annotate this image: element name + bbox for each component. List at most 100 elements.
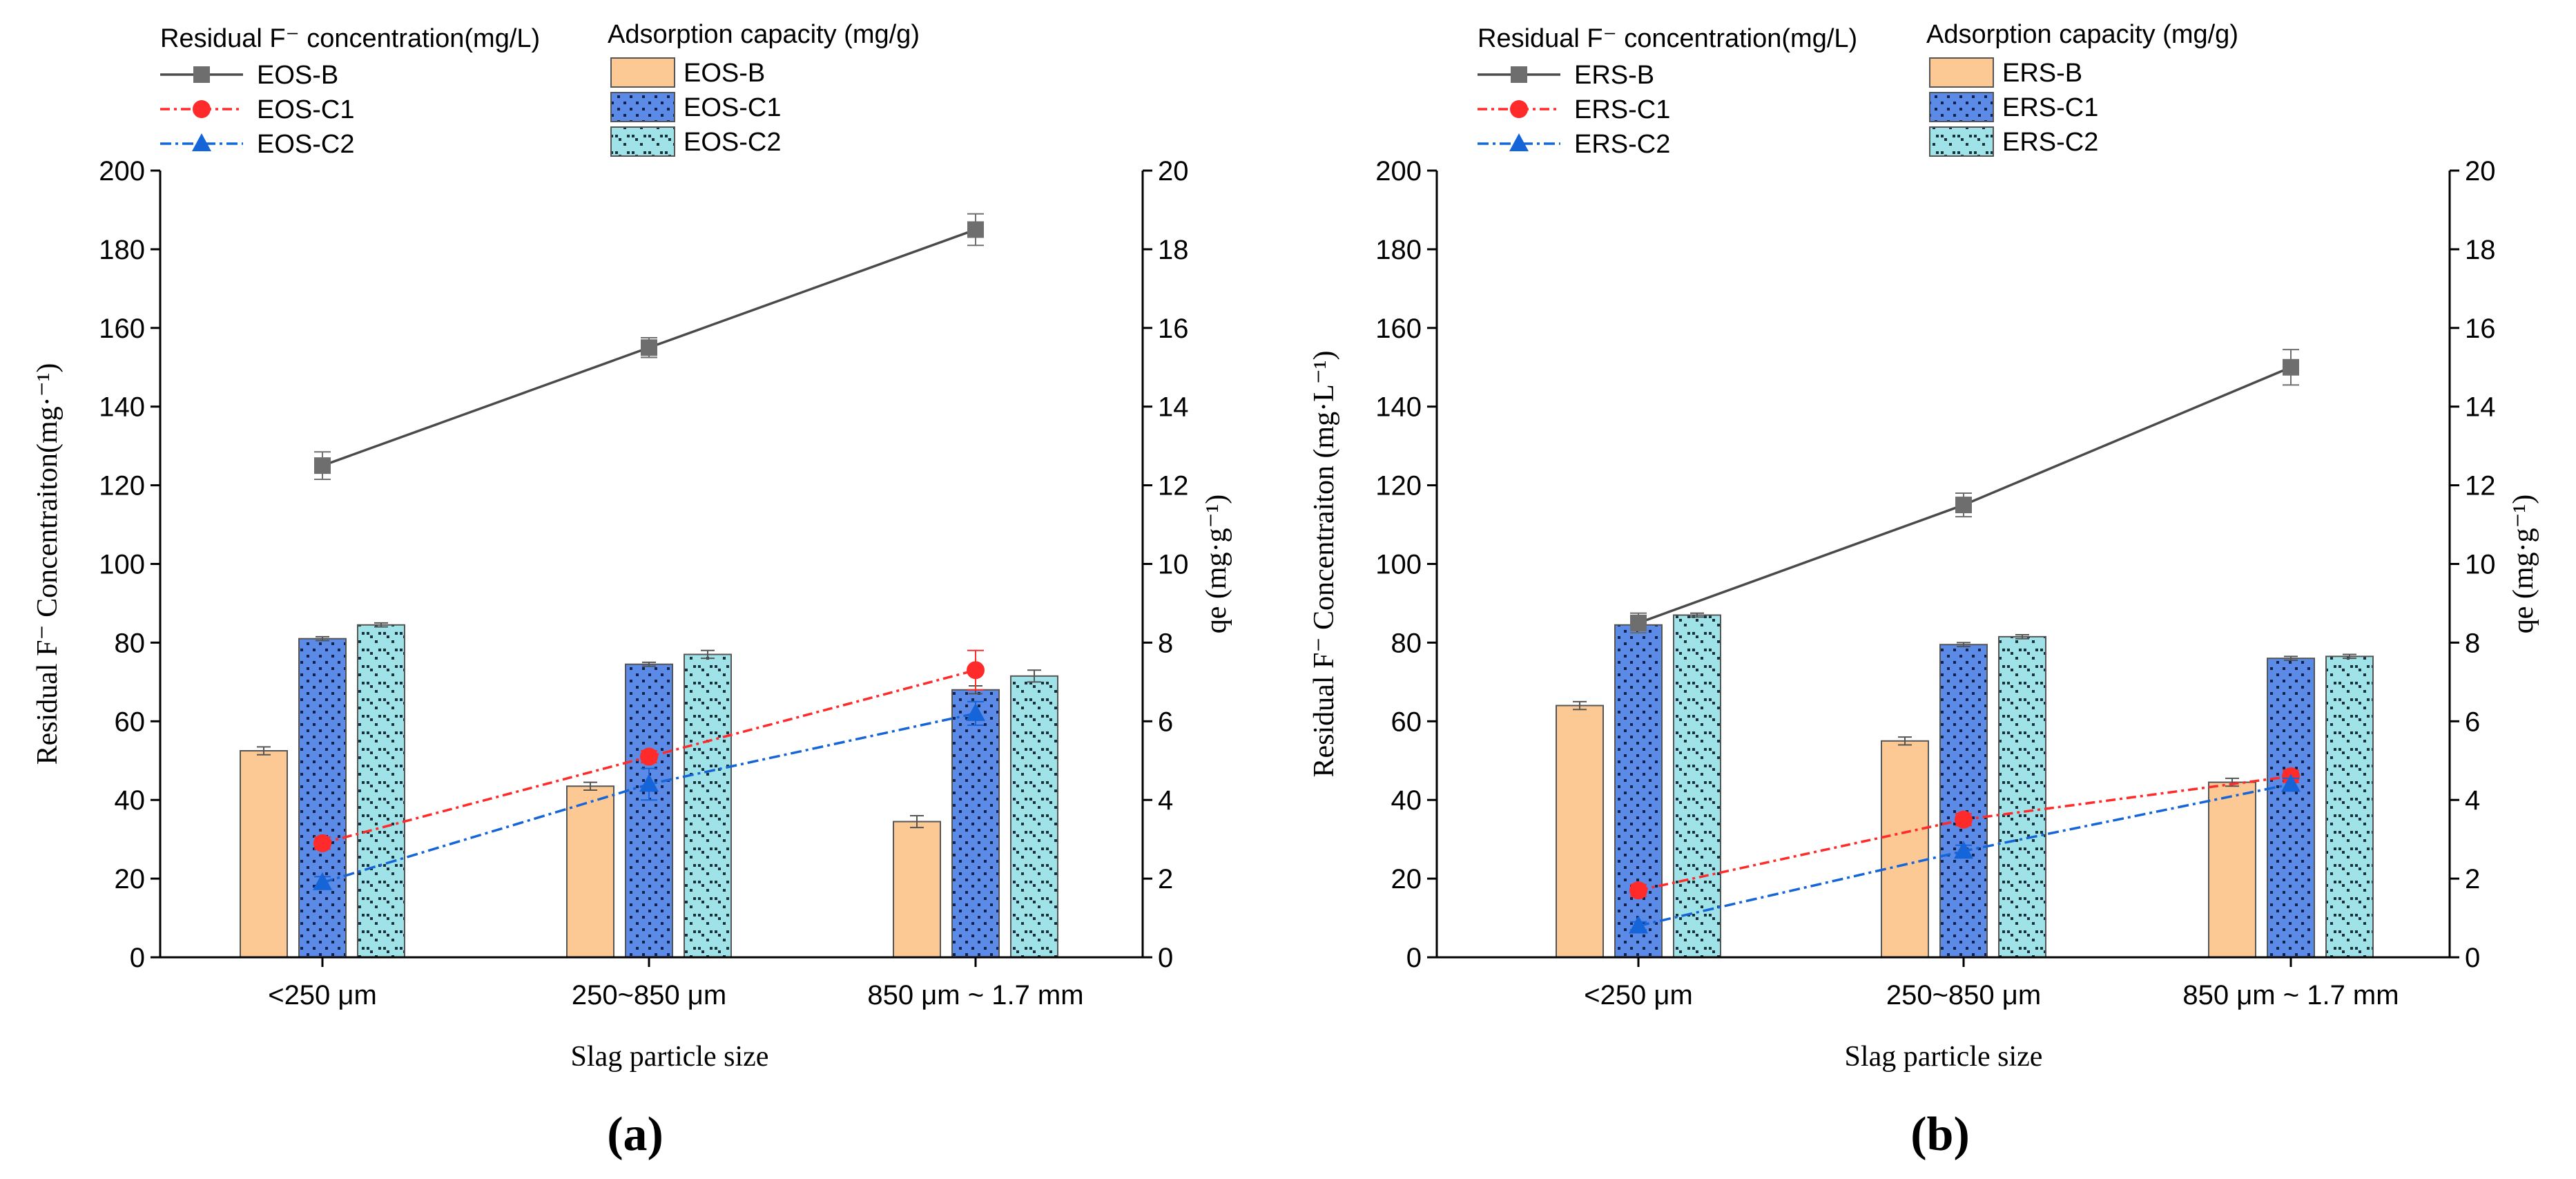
panel-caption: (b) bbox=[1910, 1108, 1970, 1161]
line-ers-b bbox=[1638, 366, 2292, 624]
left-tick-label: 100 bbox=[99, 550, 145, 580]
point-ers-c2 bbox=[1629, 915, 1648, 934]
legend: Residual F⁻ concentration(mg/L) ERS-B ERS-… bbox=[1478, 20, 2238, 159]
right-tick-label: 20 bbox=[2465, 156, 2496, 186]
legend-line-marker bbox=[1511, 66, 1527, 83]
point-eos-c2 bbox=[639, 774, 659, 792]
point-ers-b bbox=[1955, 497, 1972, 514]
bar-ers-c2 bbox=[1673, 614, 1721, 958]
left-tick-label: 60 bbox=[115, 707, 146, 737]
bar-ers-c1 bbox=[2267, 658, 2315, 958]
bar-eos-b bbox=[893, 821, 941, 958]
point-eos-c1 bbox=[967, 661, 985, 680]
point-eos-c1 bbox=[640, 747, 658, 766]
legend-bar-label: ERS-B bbox=[2002, 59, 2082, 88]
legend-line-label: ERS-C1 bbox=[1574, 95, 1670, 124]
legend-line-marker bbox=[1509, 133, 1529, 151]
right-tick-label: 0 bbox=[2465, 943, 2480, 973]
bar-ers-b bbox=[1881, 740, 1929, 959]
x-tick-label: 250~850 μm bbox=[1886, 980, 2041, 1010]
right-tick-label: 2 bbox=[2465, 864, 2480, 894]
right-tick-label: 20 bbox=[1158, 156, 1189, 186]
legend: Residual F⁻ concentration(mg/L) EOS-B EOS-… bbox=[160, 20, 920, 159]
legend-line-marker bbox=[193, 100, 211, 118]
legend-bar-label: ERS-C2 bbox=[2002, 128, 2098, 157]
left-tick-label: 120 bbox=[99, 471, 145, 501]
bar-eos-c2 bbox=[684, 653, 732, 958]
right-tick-label: 16 bbox=[2465, 314, 2496, 344]
legend-line-title: Residual F⁻ concentration(mg/L) bbox=[1478, 24, 1857, 53]
x-tick-label: 850 μm ~ 1.7 mm bbox=[867, 980, 1083, 1010]
left-tick-label: 0 bbox=[130, 943, 145, 973]
bar-eos-c2 bbox=[1010, 675, 1058, 958]
x-tick-label: 850 μm ~ 1.7 mm bbox=[2182, 980, 2399, 1010]
right-tick-label: 0 bbox=[1158, 943, 1173, 973]
right-tick-label: 6 bbox=[2465, 707, 2480, 737]
left-tick-label: 120 bbox=[1375, 471, 1422, 501]
right-tick-label: 18 bbox=[2465, 235, 2496, 265]
panel-caption: (a) bbox=[607, 1108, 664, 1161]
left-tick-label: 80 bbox=[1391, 628, 1422, 658]
right-tick-label: 8 bbox=[1158, 628, 1173, 658]
legend-bar-swatch bbox=[610, 57, 675, 88]
left-tick-label: 60 bbox=[1391, 707, 1422, 737]
point-eos-c2 bbox=[966, 702, 985, 721]
chart-panel-b: 0 20 40 60 80 100 120 140 160 180 200 0 2 4 6 8 10 12 14 16… bbox=[1308, 20, 2539, 1161]
chart-panel-a: 0 20 40 60 80 100 120 140 160 180 200 0 2 4 6 8 10 12 14 16… bbox=[32, 20, 1232, 1161]
legend-bar-title: Adsorption capacity (mg/g) bbox=[608, 20, 920, 49]
legend-line-label: EOS-B bbox=[257, 61, 338, 90]
legend-line-label: EOS-C2 bbox=[257, 130, 354, 159]
left-tick-label: 80 bbox=[115, 628, 146, 658]
right-tick-label: 16 bbox=[1158, 314, 1189, 344]
point-ers-b bbox=[1630, 614, 1647, 631]
right-tick-label: 8 bbox=[2465, 628, 2480, 658]
point-eos-c1 bbox=[313, 834, 331, 852]
bar-ers-b bbox=[1556, 704, 1604, 959]
point-eos-c2 bbox=[313, 872, 332, 890]
bar-eos-c1 bbox=[625, 663, 673, 958]
point-eos-b bbox=[314, 457, 331, 475]
point-ers-c2 bbox=[1954, 841, 1973, 859]
right-tick-label: 12 bbox=[1158, 471, 1189, 501]
left-tick-label: 20 bbox=[1391, 864, 1422, 894]
legend-bar-label: EOS-C1 bbox=[684, 93, 781, 122]
point-ers-b bbox=[2283, 358, 2299, 376]
left-tick-label: 100 bbox=[1375, 550, 1422, 580]
point-eos-b bbox=[967, 221, 984, 238]
left-tick-label: 40 bbox=[1391, 785, 1422, 816]
bar-ers-c2 bbox=[1998, 635, 2046, 958]
legend-bar-swatch bbox=[1929, 92, 1994, 122]
legend-line-marker bbox=[1510, 100, 1528, 118]
bar-eos-c2 bbox=[357, 624, 405, 959]
left-tick-label: 140 bbox=[1375, 392, 1422, 423]
bar-eos-c1 bbox=[298, 638, 347, 959]
x-tick-label: <250 μm bbox=[1584, 980, 1693, 1010]
legend-bar-swatch bbox=[1929, 57, 1994, 88]
legend-bar-title: Adsorption capacity (mg/g) bbox=[1926, 20, 2238, 49]
left-tick-label: 180 bbox=[99, 235, 145, 265]
right-axis-label: qe (mg·g⁻¹) bbox=[1201, 495, 1232, 634]
right-axis-label: qe (mg·g⁻¹) bbox=[2508, 495, 2539, 634]
left-tick-label: 160 bbox=[1375, 314, 1422, 344]
legend-bar-label: EOS-C2 bbox=[684, 128, 781, 157]
point-ers-c2 bbox=[2281, 774, 2301, 792]
legend-line-label: ERS-C2 bbox=[1574, 130, 1670, 159]
legend-bar-swatch bbox=[610, 92, 675, 122]
bar-ers-c1 bbox=[1614, 624, 1663, 959]
point-ers-c1 bbox=[1955, 810, 1973, 829]
left-axis-label: Residual F⁻ Concentraiton(mg·⁻¹) bbox=[32, 363, 64, 765]
left-tick-label: 40 bbox=[115, 785, 146, 816]
right-tick-label: 12 bbox=[2465, 471, 2496, 501]
x-axis-label: Slag particle size bbox=[1845, 1041, 2043, 1073]
right-tick-label: 10 bbox=[1158, 550, 1189, 580]
left-tick-label: 160 bbox=[99, 314, 145, 344]
bar-ers-c2 bbox=[2325, 655, 2374, 959]
legend-line-marker bbox=[192, 133, 211, 151]
left-axis-label: Residual F⁻ Concentraiton (mg·L⁻¹) bbox=[1308, 351, 1340, 778]
right-tick-label: 14 bbox=[1158, 392, 1189, 423]
right-tick-label: 18 bbox=[1158, 235, 1189, 265]
legend-bar-label: EOS-B bbox=[684, 59, 765, 88]
right-tick-label: 4 bbox=[2465, 785, 2480, 816]
